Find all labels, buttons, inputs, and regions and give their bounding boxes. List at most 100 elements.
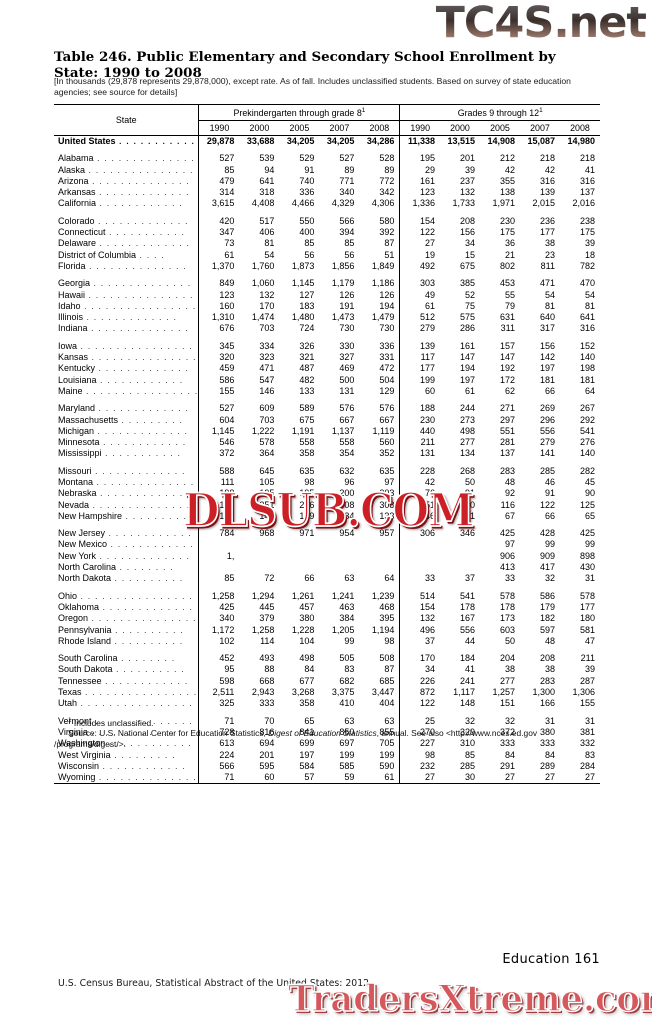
data-cell: 33,688: [239, 134, 280, 148]
data-cell: 95: [198, 664, 240, 676]
state-name: United States: [58, 135, 116, 146]
leader-dots: . . . . . . . . . . . .: [107, 540, 194, 550]
data-cell: 192: [499, 363, 515, 374]
data-cell: 613: [198, 738, 240, 750]
data-cell: 1,336: [399, 198, 441, 210]
data-cell: 597: [539, 624, 555, 635]
table-row: Louisiana . . . . . . . . . . . . 586 547…: [54, 374, 600, 386]
data-cell: 705: [379, 738, 395, 749]
data-cell: 64: [384, 573, 395, 584]
data-cell: 4,408: [251, 198, 275, 209]
leader-dots: . . . . . . . . . . . . . . . .: [77, 341, 193, 351]
data-cell: 428: [539, 528, 555, 539]
state-name: Iowa: [58, 340, 78, 351]
data-cell: 379: [259, 613, 275, 624]
data-cell: [399, 562, 441, 574]
data-cell: 296: [299, 499, 315, 510]
data-cell: 116: [500, 499, 515, 510]
leader-dots: . . . . . . . . . . . .: [105, 739, 193, 749]
table-head: State Prekindergarten through grade 81 G…: [54, 104, 600, 136]
state-name: Washington: [58, 738, 106, 749]
data-cell: [399, 539, 441, 551]
data-cell: 25: [399, 715, 441, 727]
data-cell: 784: [198, 528, 240, 540]
data-cell: 392: [379, 227, 395, 238]
data-cell: 527: [198, 403, 240, 415]
data-cell: 94: [264, 164, 275, 175]
data-cell: 188: [399, 403, 441, 415]
data-cell: 73: [198, 238, 240, 250]
data-cell: 675: [299, 414, 315, 425]
data-cell: 898: [579, 550, 595, 561]
data-cell: 463: [339, 601, 355, 612]
data-cell: 147: [459, 352, 475, 363]
leader-dots: . . . . . . . . . . . . . .: [88, 176, 190, 186]
data-cell: 527: [339, 153, 355, 164]
data-cell: 129: [379, 385, 395, 396]
data-cell: 152: [579, 340, 595, 351]
data-cell: 1,479: [371, 312, 395, 323]
leader-dots: . . . . . . . . . .: [111, 625, 184, 635]
data-cell: 218: [579, 153, 595, 164]
data-cell: 632: [339, 465, 355, 476]
state-name: Rhode Island: [58, 635, 112, 646]
state-label: Pennsylvania . . . . . . . . . .: [54, 625, 199, 636]
data-cell: 85: [344, 238, 355, 249]
data-cell: 1,186: [371, 278, 395, 289]
state-label: New Jersey . . . . . . . . . . . .: [54, 528, 199, 539]
state-name: Ohio: [58, 590, 78, 601]
data-cell: 197: [299, 749, 315, 760]
data-cell: 505: [339, 653, 355, 664]
state-label: New York . . . . . . . . . . . . .: [54, 551, 199, 562]
data-cell: 1,191: [291, 425, 315, 436]
data-cell: 346: [459, 528, 475, 539]
leader-dots: . . . . . . . . . . . . .: [83, 313, 178, 323]
data-cell: 199: [399, 374, 441, 386]
data-cell: 493: [259, 653, 275, 664]
data-cell: 178: [499, 601, 515, 612]
data-cell: 72: [264, 573, 275, 584]
data-cell: 65: [304, 715, 315, 726]
data-cell: 635: [379, 465, 395, 476]
data-cell: 157: [499, 340, 515, 351]
data-cell: 122: [399, 227, 441, 239]
leader-dots: . . . . . . . . . .: [111, 636, 184, 646]
state-label: Wisconsin . . . . . . . . . . . .: [54, 761, 199, 772]
data-cell: 155: [579, 698, 595, 709]
state-name: New Hampshire: [58, 510, 123, 521]
data-cell: 63: [344, 715, 355, 726]
state-name: Minnesota: [58, 437, 100, 448]
data-cell: 547: [259, 374, 275, 385]
data-cell: 51: [384, 249, 395, 260]
leader-dots: . . . . . . . . . . . .: [101, 676, 189, 686]
data-cell: 425: [579, 528, 595, 539]
leader-dots: . . . . . . . . . . . . . . . .: [80, 301, 197, 311]
data-cell: 603: [499, 624, 515, 635]
data-cell: 15: [464, 249, 475, 260]
data-cell: 132: [259, 289, 275, 300]
data-cell: 180: [579, 613, 595, 624]
data-cell: 155: [198, 385, 240, 398]
data-cell: 333: [259, 698, 275, 709]
leader-dots: . . . . . . . . . . . . .: [94, 216, 189, 226]
data-cell: 316: [539, 175, 555, 186]
state-name: South Carolina: [58, 653, 118, 664]
data-cell: 667: [379, 414, 395, 425]
state-name: North Dakota: [58, 573, 112, 584]
col-k8-2000: 2000: [249, 122, 270, 133]
data-cell: 91: [304, 164, 315, 175]
data-cell: 2,511: [198, 687, 240, 699]
data-cell: 417: [539, 562, 555, 573]
state-label: New Hampshire . . . . . . . . .: [54, 511, 199, 522]
data-cell: 131: [399, 448, 441, 460]
data-cell: 39: [584, 238, 595, 249]
data-cell: 161: [459, 340, 475, 351]
data-cell: 635: [299, 465, 315, 476]
data-cell: 200: [339, 488, 355, 499]
state-name: Virginia: [58, 726, 88, 737]
leader-dots: . . . . . . . . . . . . . . .: [89, 500, 198, 510]
data-cell: 56: [304, 249, 315, 260]
data-cell: 65: [584, 510, 595, 521]
data-cell: 37: [464, 573, 475, 584]
data-cell: 1,145: [291, 278, 315, 289]
